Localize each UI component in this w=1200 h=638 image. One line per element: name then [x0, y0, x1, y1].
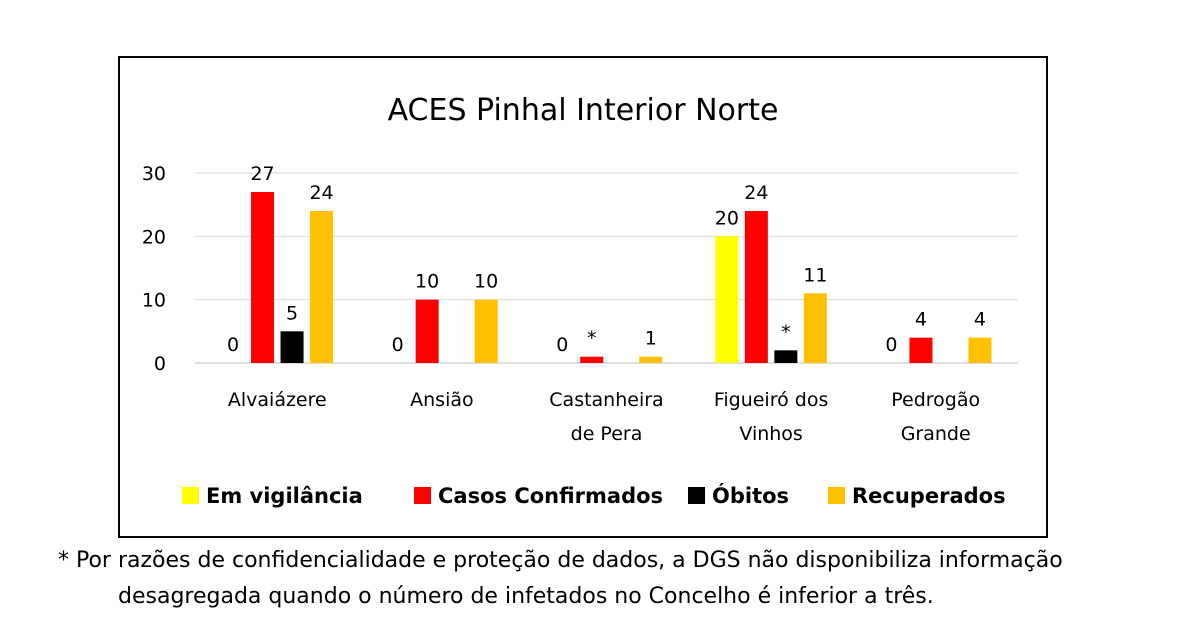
y-tick-label: 30: [142, 163, 166, 185]
category-label: Vinhos: [739, 423, 802, 445]
bar-0-3: [715, 236, 739, 363]
category-label: Figueiró dos: [714, 389, 829, 411]
data-label: *: [781, 321, 791, 343]
category-label: de Pera: [571, 423, 643, 445]
legend-swatch: [414, 487, 431, 504]
bar-3-1: [474, 299, 498, 363]
bar-2-0: [280, 331, 304, 363]
data-label: 24: [744, 182, 768, 204]
bar-3-3: [803, 293, 827, 363]
bar-2-3: [774, 350, 798, 363]
footnote-line-1: * Por razões de confidencialidade e prot…: [58, 548, 1063, 573]
bar-1-2: [580, 356, 604, 363]
legend-label: Em vigilância: [206, 484, 363, 508]
bar-1-3: [744, 211, 768, 363]
legend-label: Óbitos: [712, 483, 789, 508]
data-label: 5: [286, 302, 298, 324]
bar-1-1: [415, 299, 439, 363]
data-label: 27: [250, 163, 274, 185]
category-label: Alvaiázere: [228, 389, 327, 411]
y-tick-label: 10: [142, 290, 166, 312]
category-label: Castanheira: [549, 389, 663, 411]
bar-3-2: [639, 356, 663, 363]
chart-frame: ACES Pinhal Interior Norte 0 10 20 30 0 27 5 24 A…: [118, 56, 1048, 538]
legend-label: Casos Confirmados: [438, 484, 663, 508]
bar-3-0: [310, 211, 334, 363]
data-label: 10: [474, 271, 498, 293]
data-label: 20: [715, 207, 739, 229]
legend-swatch: [828, 487, 845, 504]
data-label: 0: [556, 334, 568, 356]
data-label: *: [587, 328, 597, 350]
legend-swatch: [182, 487, 199, 504]
data-label: 24: [309, 182, 333, 204]
category-label: Ansião: [410, 389, 474, 411]
y-tick-label: 20: [142, 226, 166, 248]
bar-chart: ACES Pinhal Interior Norte0102030027524A…: [142, 93, 1018, 508]
legend-label: Recuperados: [852, 484, 1006, 508]
bar-3-4: [968, 337, 992, 363]
data-label: 4: [974, 309, 986, 331]
data-label: 0: [392, 334, 404, 356]
category-label: Grande: [901, 423, 971, 445]
data-label: 11: [803, 264, 827, 286]
bar-1-4: [909, 337, 933, 363]
footnote-line-2: desagregada quando o número de infetados…: [118, 584, 934, 609]
bar-1-0: [251, 192, 275, 363]
data-label: 4: [915, 309, 927, 331]
data-label: 1: [645, 328, 657, 350]
data-label: 0: [227, 334, 239, 356]
chart-title: ACES Pinhal Interior Norte: [388, 93, 779, 128]
y-tick-label: 0: [154, 353, 166, 375]
legend-swatch: [688, 487, 705, 504]
data-label: 0: [885, 334, 897, 356]
category-label: Pedrogão: [891, 389, 980, 411]
data-label: 10: [415, 271, 439, 293]
